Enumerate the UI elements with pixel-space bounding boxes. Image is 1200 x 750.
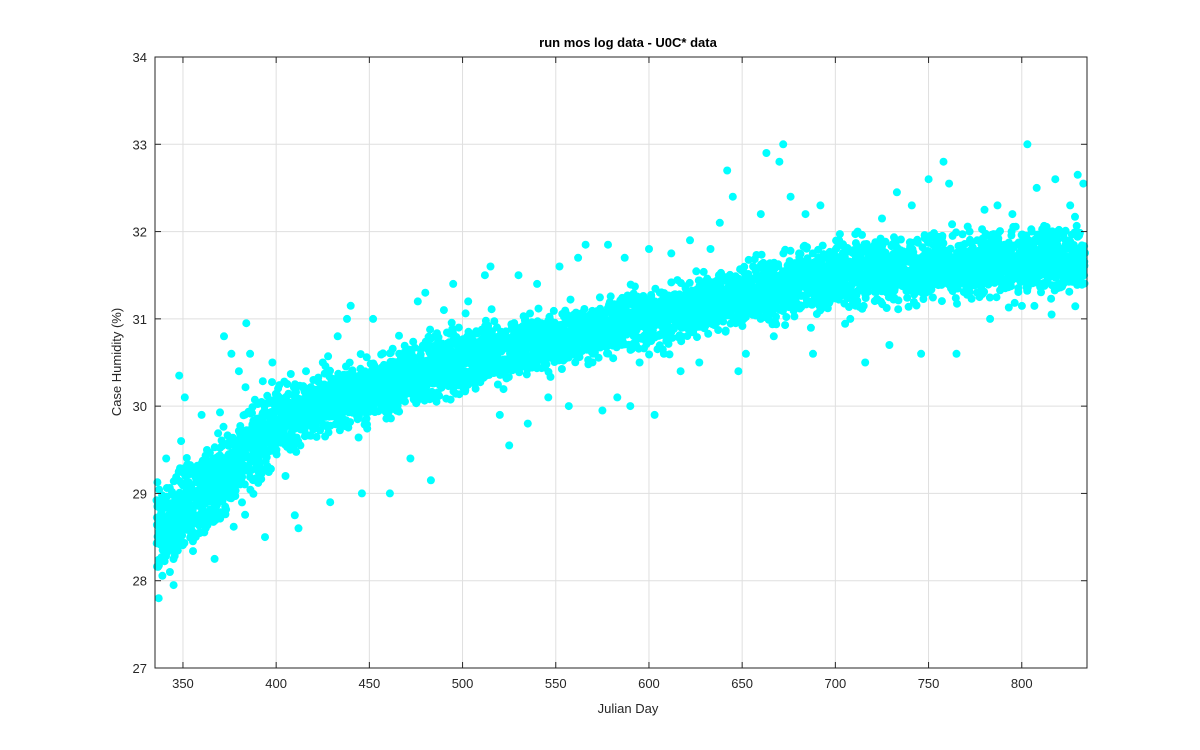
scatter-point-859 bbox=[296, 441, 305, 450]
scatter-point-2936 bbox=[645, 350, 654, 359]
scatter-point-3748 bbox=[781, 321, 790, 330]
scatter-point-4932 bbox=[980, 287, 989, 296]
scatter-point-2467 bbox=[566, 295, 575, 304]
scatter-point-3222 bbox=[693, 333, 701, 342]
scatter-point-39 bbox=[158, 571, 167, 580]
scatter-point-1482 bbox=[401, 397, 409, 406]
scatter-point-684 bbox=[266, 464, 275, 473]
scatter-point-303 bbox=[203, 521, 212, 530]
scatter-point-184 bbox=[182, 454, 191, 462]
scatter-point-716 bbox=[272, 450, 281, 459]
scatter-point-2228 bbox=[526, 309, 534, 318]
scatter-point-4683 bbox=[938, 231, 947, 240]
scatter-point-4626 bbox=[928, 293, 937, 302]
scatter-point-375 bbox=[216, 408, 224, 417]
scatter-point-3286 bbox=[704, 329, 713, 338]
scatter-points bbox=[152, 140, 1089, 603]
scatter-point-4772 bbox=[953, 299, 961, 308]
scatter-point-3902 bbox=[806, 323, 815, 332]
scatter-point-800 bbox=[286, 370, 295, 378]
scatter-point-1023 bbox=[324, 352, 333, 361]
scatter-cloud bbox=[152, 212, 1089, 580]
scatter-point-4682 bbox=[937, 297, 946, 306]
scatter-point-1446 bbox=[395, 407, 404, 416]
scatter-point-128 bbox=[173, 546, 182, 555]
scatter-point-2708 bbox=[606, 292, 615, 301]
scatter-point-4435 bbox=[896, 235, 905, 244]
scatter-point-3394 bbox=[721, 326, 730, 335]
scatter-point-4422 bbox=[894, 296, 903, 305]
scatter-point-633 bbox=[258, 377, 267, 386]
scatter-point-3779 bbox=[786, 246, 795, 255]
scatter-point-2345 bbox=[546, 372, 555, 381]
scatter-point-2552 bbox=[580, 305, 589, 313]
scatter-point-1405 bbox=[388, 344, 397, 353]
scatter-point-3836 bbox=[796, 249, 805, 258]
scatter-point-4691 bbox=[939, 239, 948, 248]
scatter-point-461 bbox=[229, 522, 238, 531]
scatter-point-2068 bbox=[499, 385, 508, 394]
scatter-point-4846 bbox=[965, 288, 974, 297]
scatter-point-3606 bbox=[757, 250, 766, 259]
scatter-point-1201 bbox=[354, 433, 363, 442]
scatter-point-4744 bbox=[948, 220, 957, 229]
scatter-point-1153 bbox=[346, 418, 355, 427]
scatter-point-4532 bbox=[912, 301, 921, 310]
scatter-point-1843 bbox=[461, 309, 470, 318]
scatter-point-1029 bbox=[324, 428, 333, 437]
scatter-point-1152 bbox=[345, 358, 354, 367]
scatter-point-528 bbox=[241, 510, 250, 519]
scatter-point-2722 bbox=[609, 354, 618, 363]
scatter-point-3178 bbox=[685, 278, 694, 287]
scatter-point-4479 bbox=[903, 293, 912, 302]
scatter-point-686 bbox=[268, 378, 276, 387]
scatter-point-2367 bbox=[549, 306, 558, 315]
scatter-point-3803 bbox=[790, 312, 799, 321]
scatter-point-2277 bbox=[534, 304, 543, 313]
plot-area bbox=[155, 57, 1087, 668]
scatter-point-4352 bbox=[882, 304, 891, 312]
scatter-point-216 bbox=[189, 547, 197, 556]
scatter-point-3709 bbox=[774, 260, 783, 269]
scatter-point-367 bbox=[214, 429, 223, 438]
scatter-point-417 bbox=[222, 505, 231, 514]
scatter-point-1683 bbox=[435, 391, 444, 400]
scatter-point-4809 bbox=[958, 230, 967, 239]
scatter-point-4420 bbox=[894, 305, 903, 314]
scatter-point-3215 bbox=[692, 267, 701, 276]
scatter-point-3970 bbox=[818, 241, 827, 250]
scatter-point-2324 bbox=[542, 360, 551, 369]
scatter-point-1996 bbox=[487, 305, 496, 314]
scatter-point-1398 bbox=[386, 414, 395, 423]
scatter-point-3348 bbox=[714, 326, 723, 334]
scatter-point-4856 bbox=[967, 294, 976, 303]
scatter-point-1259 bbox=[363, 424, 372, 433]
scatter-point-3691 bbox=[772, 312, 780, 321]
scatter-point-2642 bbox=[595, 293, 604, 302]
scatter-point-2853 bbox=[630, 282, 639, 291]
scatter-point-3750 bbox=[782, 313, 791, 321]
scatter-point-509 bbox=[238, 498, 246, 507]
scatter-point-1633 bbox=[426, 325, 435, 334]
scatter-point-532 bbox=[241, 383, 250, 392]
scatter-point-395 bbox=[219, 422, 228, 431]
scatter-point-3692 bbox=[772, 320, 781, 329]
scatter-point-1354 bbox=[379, 349, 387, 358]
scatter-point-4219 bbox=[859, 301, 868, 310]
scatter-point-2418 bbox=[557, 365, 566, 373]
scatter-point-576 bbox=[249, 489, 258, 498]
scatter-point-1449 bbox=[395, 331, 403, 340]
grid-lines bbox=[155, 56, 1087, 669]
scatter-point-167 bbox=[180, 539, 189, 547]
